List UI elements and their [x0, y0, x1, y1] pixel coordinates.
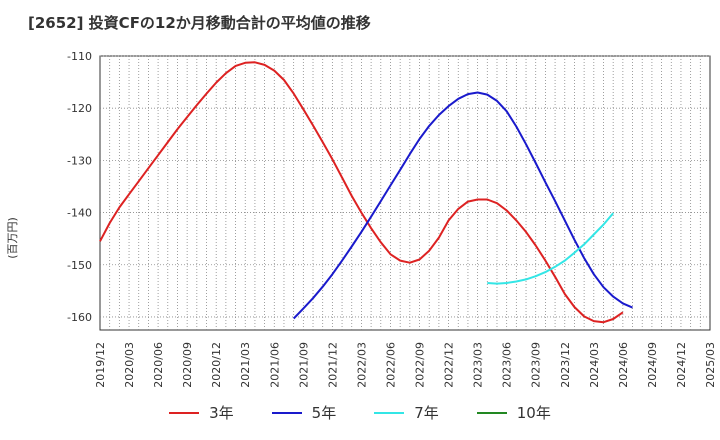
legend-item-3y: 3年 [169, 402, 234, 423]
x-tick-label: 2021/12 [326, 342, 339, 388]
legend-item-5y: 5年 [271, 402, 337, 423]
x-tick-label: 2024/06 [617, 342, 630, 388]
series-line-2 [487, 212, 614, 285]
y-tick-label: -160 [67, 311, 92, 324]
x-tick-label: 2022/12 [443, 342, 456, 388]
legend-label-10y: 10年 [516, 404, 551, 422]
x-tick-label: 2021/03 [239, 342, 252, 388]
x-tick-label: 2021/06 [268, 342, 281, 388]
x-tick-label: 2024/12 [675, 342, 688, 388]
x-tick-label: 2024/03 [588, 342, 601, 388]
legend-item-10y: 10年 [476, 402, 551, 423]
x-tick-label: 2023/03 [472, 342, 485, 388]
x-tick-label: 2023/09 [530, 342, 543, 388]
plot-area [99, 55, 711, 331]
legend-label-5y: 5年 [311, 404, 337, 422]
chart-legend: 3年 5年 7年 10年 [0, 402, 720, 423]
x-tick-label: 2024/09 [646, 342, 659, 388]
series-line-1 [292, 91, 633, 320]
x-tick-label: 2022/09 [414, 342, 427, 388]
legend-label-3y: 3年 [209, 404, 234, 422]
x-tick-label: 2020/03 [123, 342, 136, 388]
legend-swatch-7y [374, 411, 405, 414]
x-tick-label: 2023/06 [501, 342, 514, 388]
x-tick-label: 2023/12 [559, 342, 572, 388]
x-tick-label: 2020/06 [152, 342, 165, 388]
x-tick-label: 2022/06 [384, 342, 397, 388]
y-tick-label: -120 [67, 102, 92, 115]
x-tick-label: 2022/03 [355, 342, 368, 388]
chart-title: [2652] 投資CFの12か月移動合計の平均値の推移 [28, 14, 371, 32]
x-tick-label: 2020/09 [181, 342, 194, 388]
y-tick-label: -110 [67, 50, 92, 63]
legend-swatch-5y [271, 411, 302, 414]
legend-label-7y: 7年 [414, 404, 439, 422]
series-line-0 [99, 61, 624, 324]
x-tick-label: 2020/12 [210, 342, 223, 388]
y-tick-label: -150 [67, 259, 92, 272]
legend-swatch-10y [476, 411, 507, 414]
x-tick-label: 2021/09 [297, 342, 310, 388]
x-tick-label: 2019/12 [94, 342, 107, 388]
y-tick-label: -140 [67, 207, 92, 220]
legend-item-7y: 7年 [374, 402, 439, 423]
legend-swatch-3y [169, 411, 200, 414]
y-tick-label: -130 [67, 154, 92, 167]
x-tick-label: 2025/03 [704, 342, 717, 388]
